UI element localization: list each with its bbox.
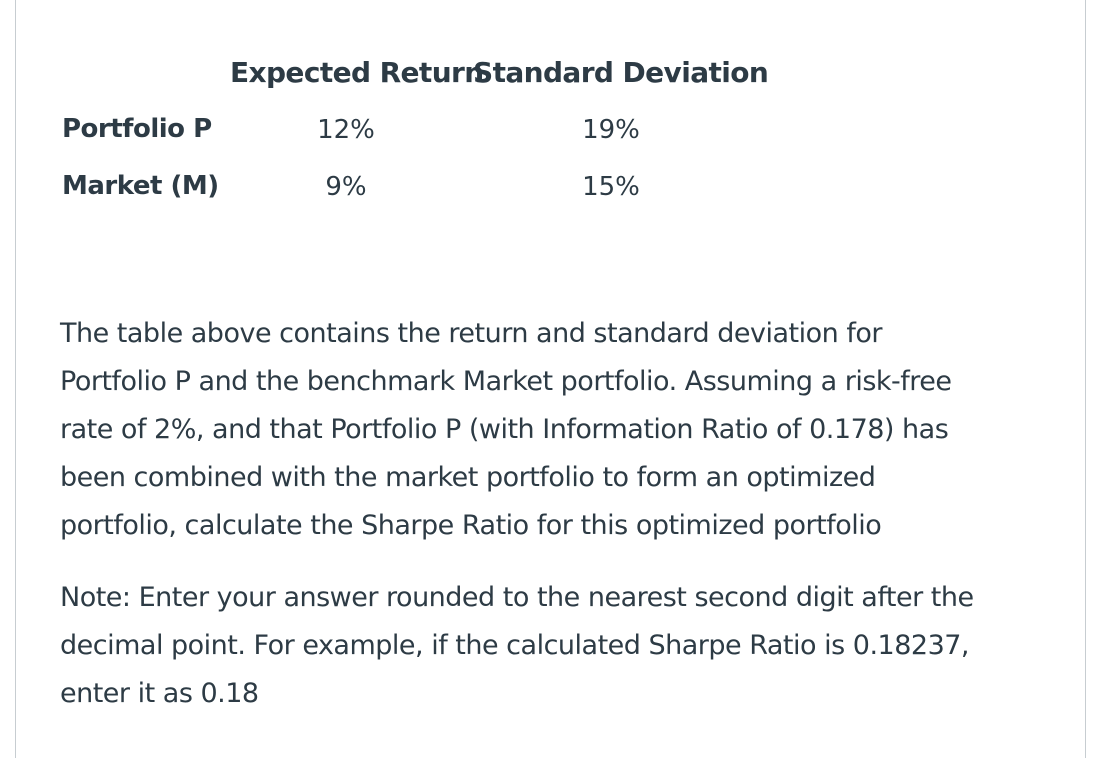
note-line: Note: Enter your answer rounded to the n… <box>60 582 974 613</box>
note-text: Note: Enter your answer rounded to the n… <box>60 574 1050 718</box>
cell-portfolio-p-expected-return: 12% <box>317 115 375 145</box>
question-line: Portfolio P and the benchmark Market por… <box>60 366 952 397</box>
cell-market-expected-return: 9% <box>325 172 367 202</box>
question-text: The table above contains the return and … <box>60 310 1050 550</box>
cell-portfolio-p-standard-deviation: 19% <box>582 115 640 145</box>
header-expected-return: Expected Return <box>230 56 484 89</box>
row-label-portfolio-p: Portfolio P <box>62 114 212 144</box>
content-frame <box>15 0 1086 758</box>
question-line: rate of 2%, and that Portfolio P (with I… <box>60 414 949 445</box>
question-line: been combined with the market portfolio … <box>60 462 876 493</box>
question-line: portfolio, calculate the Sharpe Ratio fo… <box>60 510 882 541</box>
note-line: decimal point. For example, if the calcu… <box>60 630 970 661</box>
question-line: The table above contains the return and … <box>60 318 882 349</box>
cell-market-standard-deviation: 15% <box>582 172 640 202</box>
note-line: enter it as 0.18 <box>60 678 259 709</box>
header-standard-deviation: Standard Deviation <box>473 56 769 89</box>
row-label-market: Market (M) <box>62 171 219 201</box>
